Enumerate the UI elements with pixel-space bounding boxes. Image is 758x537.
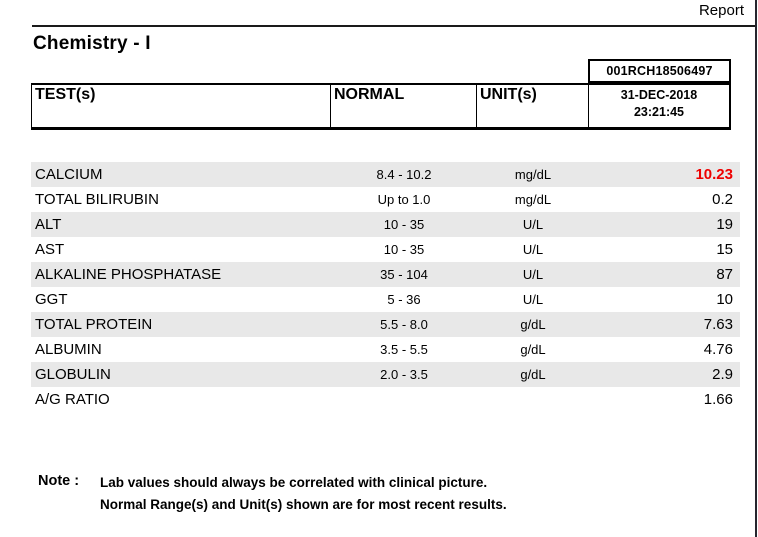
- column-header-normal: NORMAL: [331, 85, 477, 127]
- result-row: ALKALINE PHOSPHATASE 35 - 104 U/L 87: [31, 262, 740, 287]
- test-name: AST: [35, 241, 65, 258]
- normal-range: 5 - 36: [387, 292, 421, 307]
- report-column-label: Report: [698, 2, 744, 19]
- result-row: A/G RATIO 1.66: [31, 387, 740, 412]
- result-value: 7.63: [703, 316, 733, 333]
- test-name: TOTAL BILIRUBIN: [35, 191, 159, 208]
- normal-range: 2.0 - 3.5: [380, 367, 428, 382]
- column-header-test: TEST(s): [32, 85, 331, 127]
- accession-number: 001RCH18506497: [606, 64, 713, 78]
- accession-number-box: 001RCH18506497: [588, 59, 731, 83]
- normal-range: 8.4 - 10.2: [376, 167, 432, 182]
- top-divider-rule: [32, 25, 756, 27]
- test-name: CALCIUM: [35, 166, 103, 183]
- unit: U/L: [522, 242, 544, 257]
- test-name: GGT: [35, 291, 68, 308]
- result-value: 19: [716, 216, 733, 233]
- unit: U/L: [522, 267, 544, 282]
- result-row: TOTAL BILIRUBIN Up to 1.0 mg/dL 0.2: [31, 187, 740, 212]
- result-value: 10: [716, 291, 733, 308]
- result-row: GLOBULIN 2.0 - 3.5 g/dL 2.9: [31, 362, 740, 387]
- result-row: ALBUMIN 3.5 - 5.5 g/dL 4.76: [31, 337, 740, 362]
- unit: g/dL: [520, 317, 546, 332]
- note-section: Note : Lab values should always be corre…: [38, 472, 507, 516]
- result-value: 0.2: [712, 191, 733, 208]
- unit: U/L: [522, 217, 544, 232]
- result-row: CALCIUM 8.4 - 10.2 mg/dL 10.23: [31, 162, 740, 187]
- test-name: ALKALINE PHOSPHATASE: [35, 266, 222, 283]
- test-name: ALT: [35, 216, 62, 233]
- result-row: AST 10 - 35 U/L 15: [31, 237, 740, 262]
- result-row: TOTAL PROTEIN 5.5 - 8.0 g/dL 7.63: [31, 312, 740, 337]
- note-text: Lab values should always be correlated w…: [100, 472, 507, 516]
- result-value: 4.76: [703, 341, 733, 358]
- column-header-unit: UNIT(s): [477, 85, 589, 127]
- normal-range: 5.5 - 8.0: [380, 317, 428, 332]
- test-name: ALBUMIN: [35, 341, 102, 358]
- result-value: 1.66: [703, 391, 733, 408]
- result-value: 87: [716, 266, 733, 283]
- unit: mg/dL: [514, 167, 552, 182]
- unit: U/L: [522, 292, 544, 307]
- result-time: 23:21:45: [633, 104, 685, 119]
- test-name: GLOBULIN: [35, 366, 111, 383]
- results-table-body: CALCIUM 8.4 - 10.2 mg/dL 10.23 TOTAL BIL…: [31, 162, 740, 412]
- result-row: ALT 10 - 35 U/L 19: [31, 212, 740, 237]
- note-label: Note :: [38, 473, 80, 489]
- result-value: 15: [716, 241, 733, 258]
- normal-range: 10 - 35: [383, 242, 425, 257]
- normal-range: Up to 1.0: [377, 192, 431, 207]
- result-date: 31-DEC-2018: [620, 88, 698, 102]
- results-table-header: TEST(s) NORMAL UNIT(s) 31-DEC-2018 23:21…: [31, 83, 731, 130]
- result-value: 10.23: [695, 166, 733, 183]
- test-name: TOTAL PROTEIN: [35, 316, 153, 333]
- normal-range: 10 - 35: [383, 217, 425, 232]
- result-value: 2.9: [712, 366, 733, 383]
- test-name: A/G RATIO: [35, 391, 110, 408]
- normal-range: 35 - 104: [380, 267, 428, 282]
- column-header-datetime: 31-DEC-2018 23:21:45: [589, 85, 729, 127]
- note-line: Normal Range(s) and Unit(s) shown are fo…: [100, 497, 507, 512]
- section-title: Chemistry - I: [33, 33, 151, 54]
- unit: g/dL: [520, 367, 546, 382]
- note-line: Lab values should always be correlated w…: [100, 475, 488, 490]
- normal-range: 3.5 - 5.5: [380, 342, 428, 357]
- result-row: GGT 5 - 36 U/L 10: [31, 287, 740, 312]
- unit: g/dL: [520, 342, 546, 357]
- unit: mg/dL: [514, 192, 552, 207]
- page-right-border: [755, 0, 757, 537]
